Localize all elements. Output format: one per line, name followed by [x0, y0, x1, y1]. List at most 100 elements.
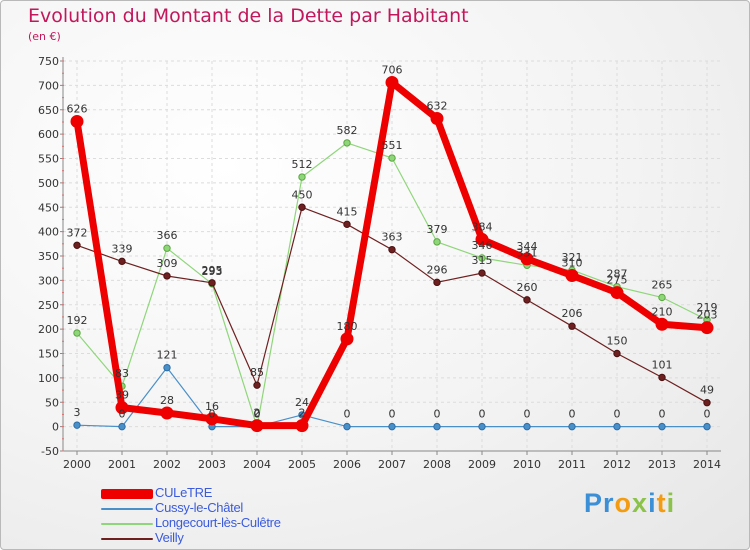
- data-label-veilly: 450: [292, 188, 313, 201]
- x-tick-label: 2002: [153, 458, 181, 471]
- data-label-longecourt-l-s-cul-tre: 293: [202, 265, 223, 278]
- data-label-longecourt-l-s-cul-tre: 0: [254, 408, 261, 421]
- data-label-longecourt-l-s-cul-tre: 346: [472, 239, 493, 252]
- data-label-veilly: 315: [472, 254, 493, 267]
- data-label-culetre: 310: [562, 257, 583, 270]
- data-point-veilly: [388, 245, 396, 254]
- data-point-veilly: [613, 349, 621, 358]
- data-point-culetre: [115, 401, 129, 415]
- data-label-culetre: 28: [160, 394, 174, 407]
- data-point-culetre: [430, 112, 444, 126]
- x-tick-label: 2010: [513, 458, 541, 471]
- data-label-veilly: 372: [67, 226, 88, 239]
- data-label-cussy-le-ch-tel: 0: [704, 408, 711, 421]
- y-tick-label: -50: [41, 445, 59, 458]
- data-label-culetre: 706: [382, 63, 403, 76]
- data-label-veilly: 415: [337, 205, 358, 218]
- data-point-cussy-le-ch-tel: [658, 422, 666, 431]
- data-point-cussy-le-ch-tel: [343, 422, 351, 431]
- data-point-culetre: [610, 286, 624, 300]
- data-point-culetre: [160, 406, 174, 420]
- data-label-cussy-le-ch-tel: 0: [614, 408, 621, 421]
- data-label-culetre: 384: [472, 220, 493, 233]
- x-tick-label: 2014: [693, 458, 721, 471]
- data-point-longecourt-l-s-cul-tre: [658, 293, 666, 302]
- legend-swatch-cussy: [101, 508, 153, 510]
- y-tick-label: 0: [52, 421, 59, 434]
- y-tick-label: 300: [38, 274, 59, 287]
- chart-subtitle: (en €): [28, 30, 61, 43]
- data-point-culetre: [520, 252, 534, 266]
- data-point-culetre: [565, 269, 579, 282]
- data-label-cussy-le-ch-tel: 0: [389, 408, 396, 421]
- data-point-cussy-le-ch-tel: [388, 422, 396, 431]
- data-label-cussy-le-ch-tel: 0: [344, 408, 351, 421]
- data-label-cussy-le-ch-tel: 3: [74, 406, 81, 419]
- data-label-culetre: 626: [67, 102, 88, 115]
- x-tick-label: 2007: [378, 458, 406, 471]
- data-label-cussy-le-ch-tel: 121: [157, 349, 178, 362]
- data-point-cussy-le-ch-tel: [568, 422, 576, 431]
- data-point-longecourt-l-s-cul-tre: [298, 173, 306, 181]
- y-tick-label: 700: [38, 79, 59, 92]
- data-label-culetre: 275: [607, 274, 628, 287]
- data-label-cussy-le-ch-tel: 24: [295, 396, 309, 409]
- data-label-veilly: 295: [202, 264, 223, 277]
- data-label-culetre: 16: [205, 400, 219, 413]
- y-tick-label: 250: [38, 299, 59, 312]
- data-point-culetre: [655, 317, 669, 331]
- data-label-longecourt-l-s-cul-tre: 366: [157, 229, 178, 242]
- y-tick-label: 650: [38, 104, 59, 117]
- data-label-veilly: 339: [112, 242, 133, 255]
- y-tick-label: 400: [38, 226, 59, 239]
- data-label-culetre: 39: [115, 389, 129, 402]
- legend-swatch-longecourt: [101, 523, 153, 525]
- data-label-culetre: 344: [517, 240, 538, 253]
- y-tick-label: 150: [38, 348, 59, 361]
- data-label-culetre: 210: [652, 305, 673, 318]
- series-layer: [70, 75, 714, 433]
- data-label-longecourt-l-s-cul-tre: 321: [562, 251, 583, 264]
- data-label-longecourt-l-s-cul-tre: 551: [382, 139, 403, 152]
- data-point-veilly: [73, 241, 81, 249]
- data-label-veilly: 101: [652, 358, 673, 371]
- data-label-longecourt-l-s-cul-tre: 219: [697, 301, 718, 314]
- data-label-longecourt-l-s-cul-tre: 83: [115, 367, 129, 380]
- legend-label-culetre: CULeTRE: [155, 485, 213, 500]
- y-tick-label: 50: [45, 396, 59, 409]
- data-label-veilly: 49: [700, 384, 714, 397]
- data-label-longecourt-l-s-cul-tre: 512: [292, 158, 313, 171]
- data-label-culetre: 2: [299, 407, 306, 420]
- data-point-culetre: [385, 75, 399, 89]
- x-tick-label: 2006: [333, 458, 361, 471]
- x-tick-label: 2001: [108, 458, 136, 471]
- data-point-culetre: [700, 321, 714, 335]
- grid-layer: [63, 60, 721, 452]
- data-point-longecourt-l-s-cul-tre: [163, 244, 171, 252]
- data-point-culetre: [250, 419, 264, 433]
- data-point-cussy-le-ch-tel: [73, 421, 81, 429]
- legend-label-cussy: Cussy-le-Châtel: [155, 500, 243, 515]
- data-point-veilly: [118, 257, 126, 266]
- data-label-veilly: 309: [157, 257, 178, 270]
- x-tick-label: 2008: [423, 458, 451, 471]
- x-tick-label: 2009: [468, 458, 496, 471]
- data-label-veilly: 296: [427, 263, 448, 276]
- data-label-cussy-le-ch-tel: 0: [659, 408, 666, 421]
- data-point-longecourt-l-s-cul-tre: [343, 139, 351, 147]
- data-point-veilly: [253, 381, 261, 389]
- y-tick-label: 200: [38, 323, 59, 336]
- data-point-culetre: [70, 114, 84, 128]
- data-label-veilly: 85: [250, 366, 264, 379]
- data-point-longecourt-l-s-cul-tre: [478, 254, 486, 262]
- y-tick-label: 450: [38, 201, 59, 214]
- legend-label-veilly: Veilly: [155, 530, 184, 545]
- data-point-cussy-le-ch-tel: [703, 422, 711, 431]
- y-tick-label: 550: [38, 153, 59, 166]
- y-tick-label: 750: [38, 55, 59, 68]
- x-tick-label: 2005: [288, 458, 316, 471]
- data-label-culetre: 2: [254, 407, 261, 420]
- data-label-cussy-le-ch-tel: 0: [569, 408, 576, 421]
